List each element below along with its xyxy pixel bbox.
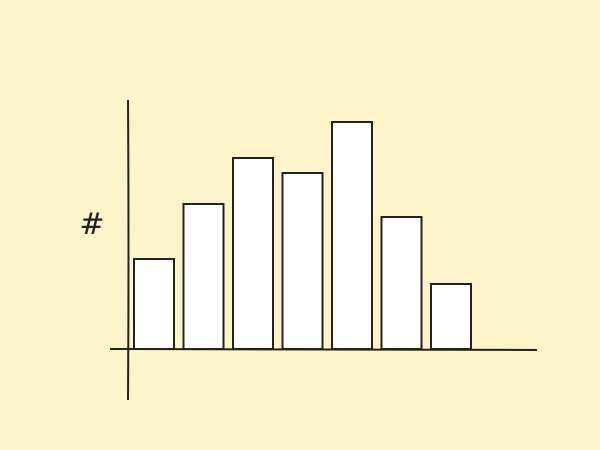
bar [281,172,324,350]
bar [430,283,472,350]
bar [331,121,373,350]
bar [182,203,225,350]
bar [232,157,274,350]
y-axis-label: # [79,207,104,242]
bar [133,258,175,350]
bar [380,216,423,350]
y-axis [127,99,130,401]
